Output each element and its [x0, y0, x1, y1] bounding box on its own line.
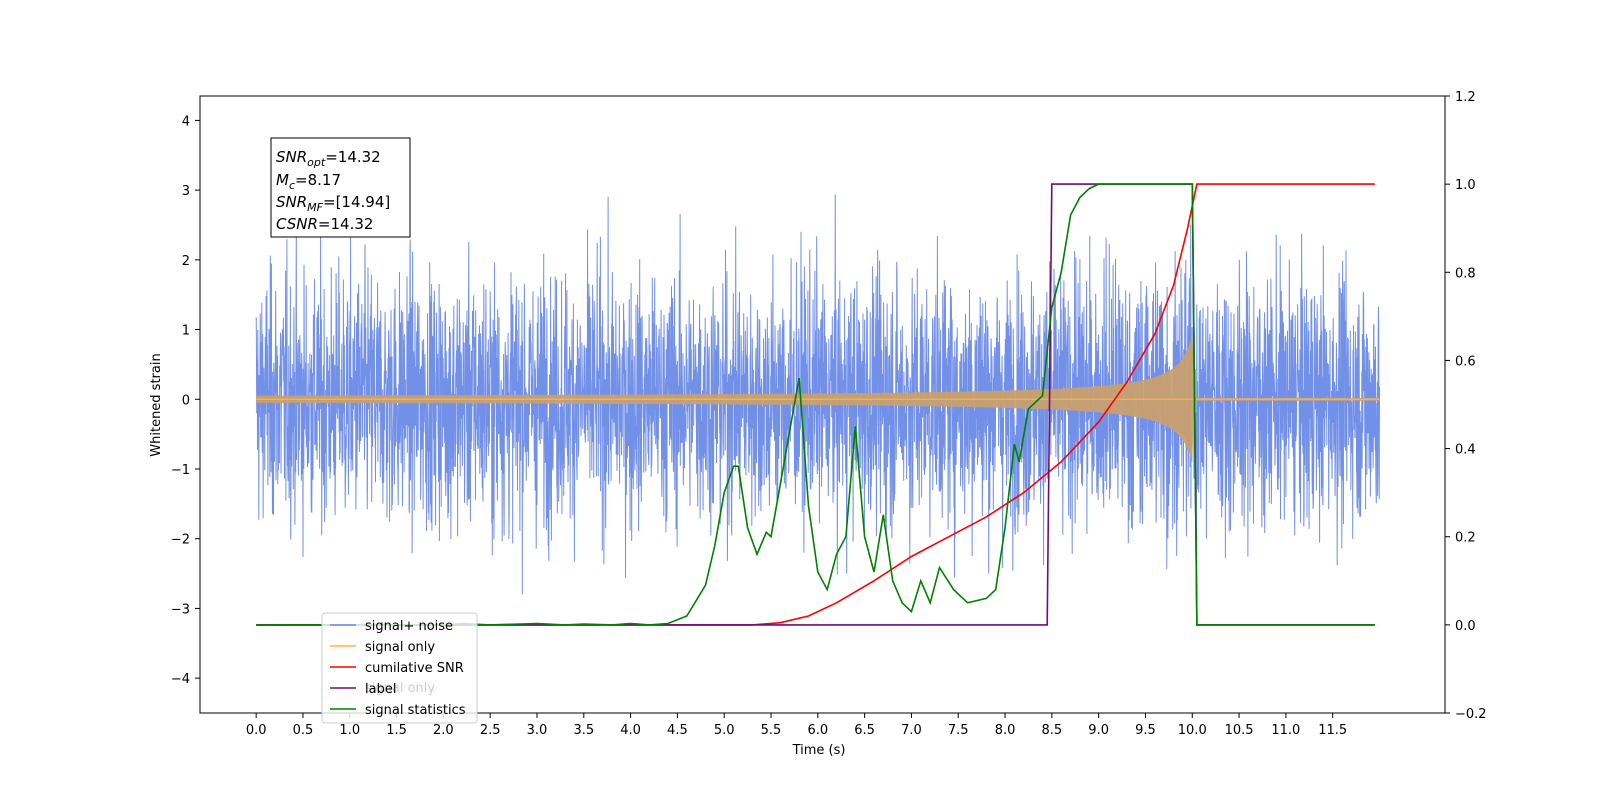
y2-tick-label: 0.0 — [1455, 619, 1476, 634]
x-tick-label: 0.0 — [246, 723, 267, 738]
x-tick-label: 5.0 — [714, 723, 735, 738]
y-axis-title: Whitened strain — [149, 353, 164, 456]
legend-ghost-text-overlay: signal only — [365, 681, 435, 696]
annotation-line-snr-opt: SNRopt=14.32 — [276, 148, 381, 169]
legend-label-label: label — [365, 682, 396, 697]
legend-label-signal-statistics: signal statistics — [365, 703, 466, 718]
y-tick-label: −4 — [171, 672, 190, 687]
series-cumilative-snr — [256, 183, 1375, 626]
x-tick-label: 3.5 — [573, 723, 594, 738]
annotation-line-mc: Mc=8.17 — [276, 171, 341, 192]
x-tick-label: 10.5 — [1225, 723, 1254, 738]
annotation-line-snr-mf: SNRMF=[14.94] — [276, 193, 390, 214]
x-tick-label: 1.0 — [339, 723, 360, 738]
signal-only-series — [256, 335, 1380, 464]
x-tick-label: 8.5 — [1041, 723, 1062, 738]
y2-tick-label: 1.0 — [1455, 178, 1476, 193]
x-tick-label: 7.0 — [901, 723, 922, 738]
plot-area-frame — [199, 95, 1446, 714]
x-tick-label: 7.5 — [948, 723, 969, 738]
x-tick-label: 5.5 — [761, 723, 782, 738]
y-axis-ticks: 4 3 2 1 0 −1 −2 −3 −4 — [171, 114, 200, 687]
y-tick-label: 2 — [182, 254, 190, 269]
y-tick-label: −2 — [171, 533, 190, 548]
x-tick-label: 4.5 — [667, 723, 688, 738]
x-tick-label: 2.0 — [433, 723, 454, 738]
x-tick-label: 8.0 — [995, 723, 1016, 738]
y2-tick-label: 0.2 — [1455, 531, 1476, 546]
x-tick-label: 10.0 — [1178, 723, 1207, 738]
x-tick-label: 4.0 — [620, 723, 641, 738]
x-tick-label: 6.0 — [807, 723, 828, 738]
y2-tick-label: −0.2 — [1455, 707, 1487, 722]
x-axis-ticks: 0.0 0.5 1.0 1.5 2.0 2.5 3.0 3.5 4.0 4.5 5.0 5.5 6.0 6… — [246, 713, 1347, 738]
legend: signal only signal only signal+ noise si… — [321, 612, 478, 724]
x-tick-label: 9.0 — [1088, 723, 1109, 738]
x-tick-label: 3.0 — [527, 723, 548, 738]
y-tick-label: −1 — [171, 463, 190, 478]
y-tick-label: 1 — [182, 324, 190, 339]
annotation-line-csnr: CSNR=14.32 — [276, 215, 373, 233]
series-signal-statistics — [256, 183, 1375, 626]
x-tick-label: 2.5 — [480, 723, 501, 738]
y-tick-label: 0 — [182, 393, 190, 408]
y2-tick-label: 1.2 — [1455, 90, 1476, 105]
x-tick-label: 11.0 — [1271, 723, 1300, 738]
legend-label-signal-noise: signal+ noise — [365, 619, 453, 634]
y2-tick-label: 0.4 — [1455, 443, 1476, 458]
legend-label-signal-only: signal only — [365, 640, 435, 655]
y-tick-label: −3 — [171, 602, 190, 617]
y-tick-label: 4 — [182, 114, 190, 129]
x-tick-label: 11.5 — [1318, 723, 1347, 738]
y-tick-label: 3 — [182, 184, 190, 199]
right-axis-series — [256, 183, 1375, 626]
x-tick-label: 1.5 — [386, 723, 407, 738]
legend-box — [321, 612, 478, 724]
legend-label-cumulative-snr: cumilative SNR — [365, 661, 464, 676]
x-tick-label: 9.5 — [1135, 723, 1156, 738]
y2-tick-label: 0.6 — [1455, 354, 1476, 369]
annotation-box: SNRopt=14.32 Mc=8.17 SNRMF=[14.94] CSNR=… — [270, 137, 411, 238]
x-tick-label: 6.5 — [854, 723, 875, 738]
x-axis-title: Time (s) — [792, 743, 846, 758]
x-tick-label: 0.5 — [293, 723, 314, 738]
y2-axis-ticks: 1.2 1.0 0.8 0.6 0.4 0.2 0.0 −0.2 — [1445, 90, 1487, 722]
y2-tick-label: 0.8 — [1455, 266, 1476, 281]
